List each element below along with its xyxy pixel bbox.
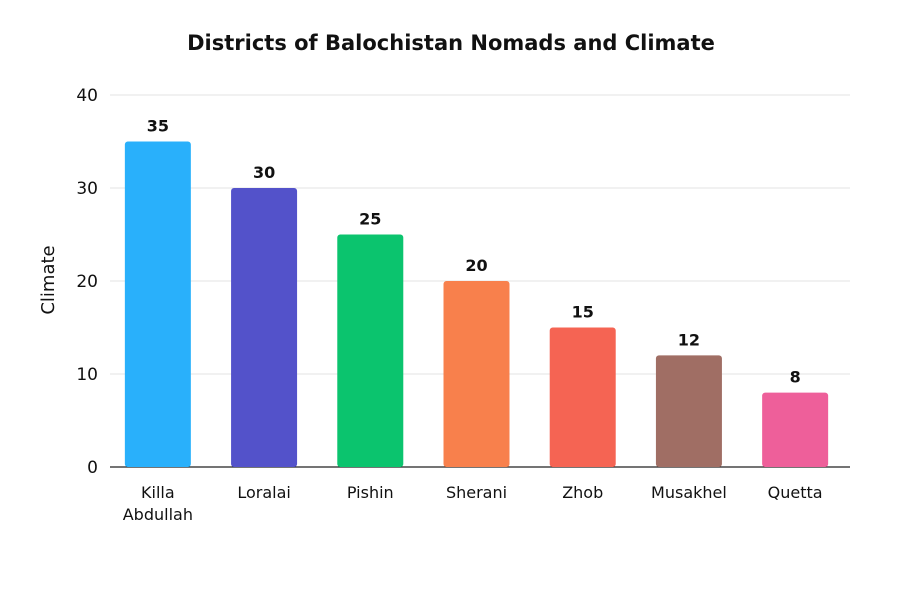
x-tick-label-line: Pishin (347, 483, 394, 502)
x-tick-label-line: Killa (141, 483, 175, 502)
x-tick-label-line: Zhob (562, 483, 603, 502)
x-tick-label-line: Abdullah (123, 505, 193, 524)
x-tick-label: Pishin (347, 483, 394, 502)
x-tick-label-line: Loralai (237, 483, 291, 502)
x-tick-label: Loralai (237, 483, 291, 502)
chart-title: Districts of Balochistan Nomads and Clim… (187, 31, 715, 55)
data-label: 12 (678, 330, 700, 349)
y-tick-label: 10 (76, 365, 98, 385)
y-axis-label: Climate (38, 245, 59, 314)
bar (762, 392, 829, 467)
bar (231, 188, 298, 467)
bar (655, 355, 722, 467)
y-tick-label: 30 (76, 179, 98, 199)
x-tick-label: Zhob (562, 483, 603, 502)
data-label: 35 (147, 117, 169, 136)
data-label: 30 (253, 163, 275, 182)
bar (549, 327, 616, 467)
data-label: 15 (572, 303, 594, 322)
y-tick-label: 40 (76, 86, 98, 106)
bar (337, 234, 404, 467)
bar (443, 281, 510, 467)
y-tick-label: 20 (76, 272, 98, 292)
y-tick-label: 0 (87, 458, 98, 478)
data-label: 20 (465, 256, 487, 275)
x-tick-label: Sherani (446, 483, 507, 502)
x-tick-label: Quetta (768, 483, 823, 502)
bar (124, 141, 191, 467)
x-tick-label-line: Musakhel (651, 483, 727, 502)
data-label: 8 (790, 368, 801, 387)
x-tick-label: Musakhel (651, 483, 727, 502)
x-tick-label: Killa Abdullah (123, 483, 193, 524)
data-label: 25 (359, 210, 381, 229)
x-tick-label-line: Quetta (768, 483, 823, 502)
x-tick-label-line: Sherani (446, 483, 507, 502)
